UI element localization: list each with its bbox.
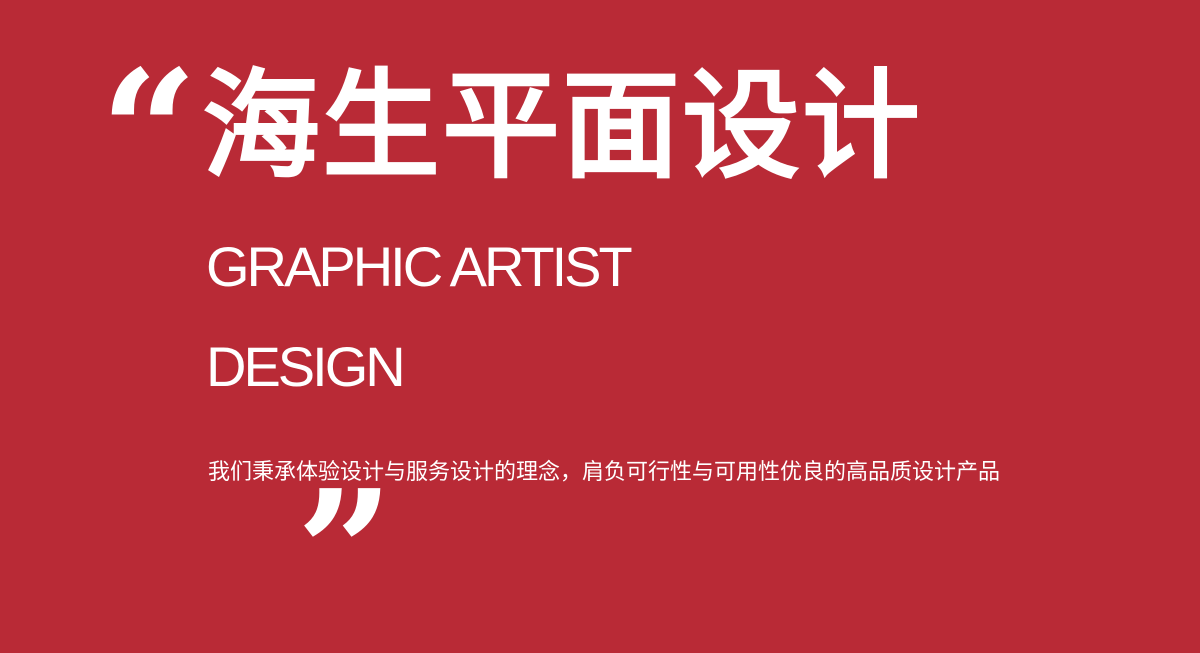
description-text: 我们秉承体验设计与服务设计的理念，肩负可行性与可用性优良的高品质设计产品 bbox=[208, 460, 1001, 485]
chinese-title: 海生平面设计 bbox=[202, 57, 923, 195]
graphic-design-banner: “ 海生平面设计 GRAPHIC ARTIST DESIGN 我们秉承体验设计与… bbox=[100, 33, 1001, 638]
english-title-line-2: DESIGN bbox=[206, 335, 406, 398]
closing-quote-mark: ” bbox=[296, 453, 394, 653]
english-title-line-1: GRAPHIC ARTIST bbox=[206, 235, 633, 298]
opening-quote-mark: “ bbox=[100, 33, 198, 233]
